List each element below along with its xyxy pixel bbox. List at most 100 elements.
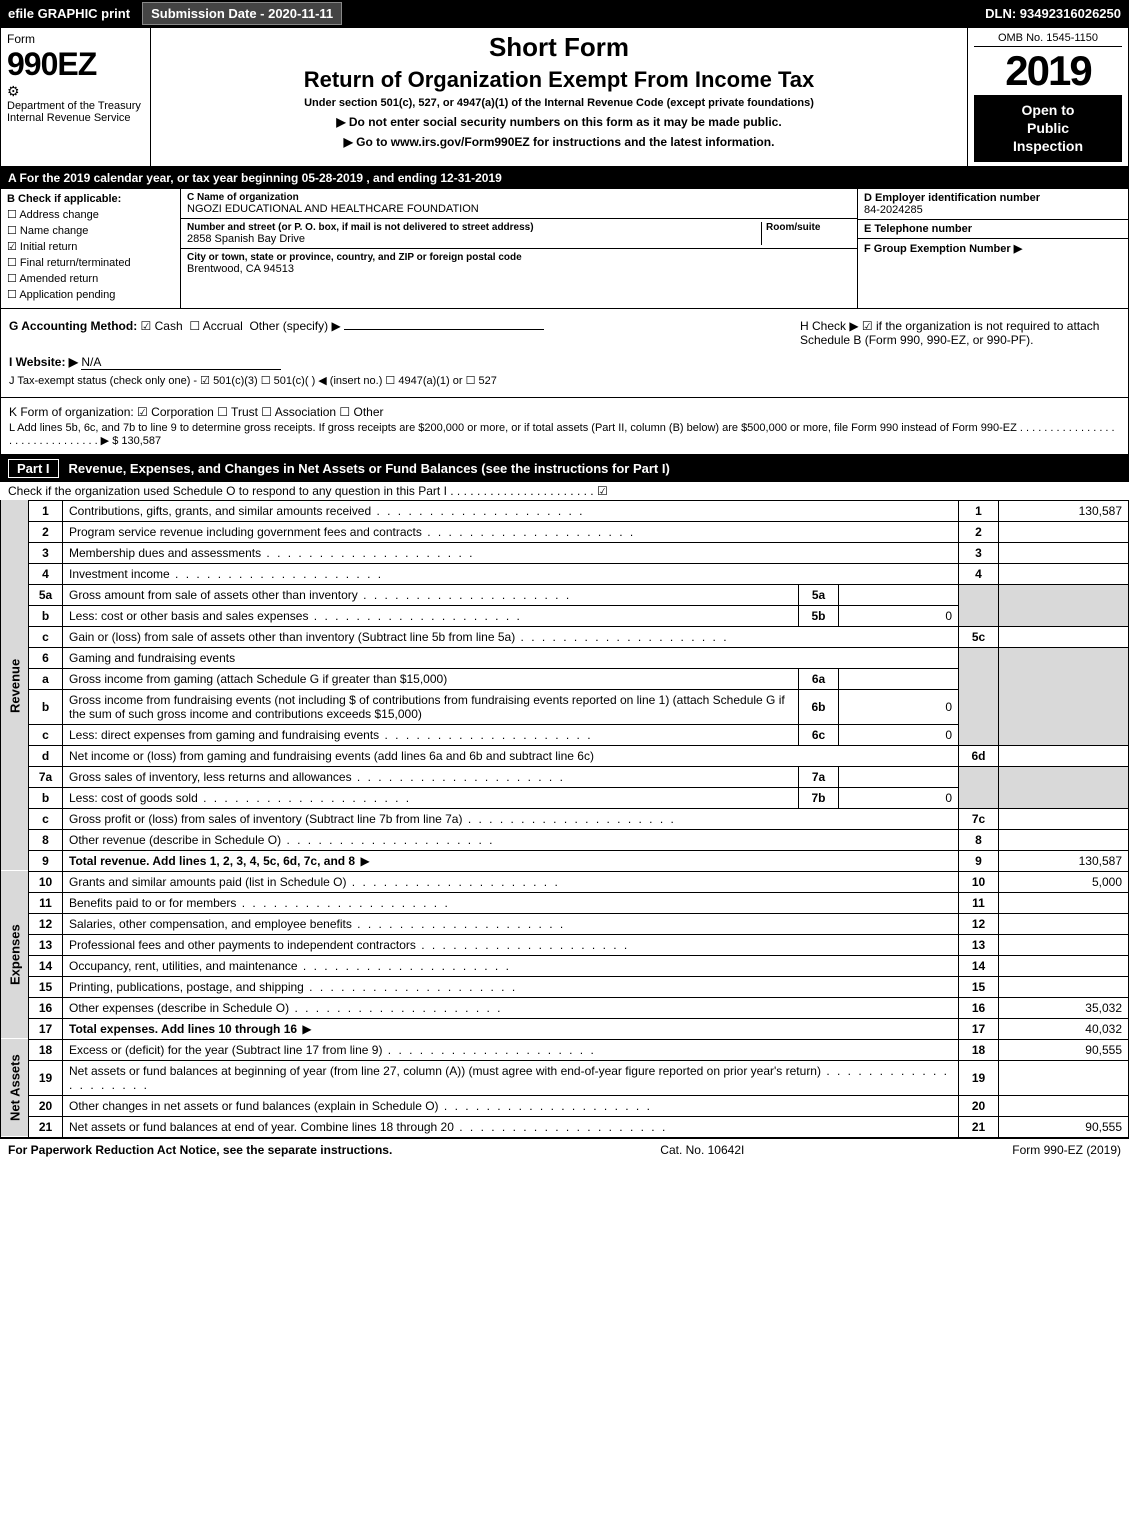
table-row: 2 Program service revenue including gove…: [1, 521, 1129, 542]
line-desc: Other changes in net assets or fund bala…: [69, 1099, 652, 1113]
table-row: Revenue 1 Contributions, gifts, grants, …: [1, 500, 1129, 521]
part1-title: Revenue, Expenses, and Changes in Net As…: [69, 461, 670, 476]
form-word: Form: [7, 32, 144, 46]
table-row: 20 Other changes in net assets or fund b…: [1, 1095, 1129, 1116]
l-gross-receipts: L Add lines 5b, 6c, and 7b to line 9 to …: [9, 422, 1120, 447]
g-cash[interactable]: Cash: [155, 319, 183, 333]
efile-topbar: efile GRAPHIC print Submission Date - 20…: [0, 0, 1129, 27]
line-code: 5c: [959, 626, 999, 647]
department-label: Department of the Treasury: [7, 100, 144, 112]
sub-code: 7a: [799, 766, 839, 787]
org-street: 2858 Spanish Bay Drive: [187, 233, 761, 245]
page-footer: For Paperwork Reduction Act Notice, see …: [0, 1138, 1129, 1161]
table-row: c Gain or (loss) from sale of assets oth…: [1, 626, 1129, 647]
paperwork-notice: For Paperwork Reduction Act Notice, see …: [8, 1143, 392, 1157]
subtitle: Under section 501(c), 527, or 4947(a)(1)…: [157, 97, 961, 109]
form-id-footer: Form 990-EZ (2019): [1012, 1143, 1121, 1157]
shaded-cell: [999, 647, 1129, 745]
line-amount: [999, 542, 1129, 563]
line-num: 7a: [29, 766, 63, 787]
line-num: d: [29, 745, 63, 766]
line-desc: Professional fees and other payments to …: [69, 938, 629, 952]
revenue-sidelabel: Revenue: [1, 500, 29, 871]
c-street-label: Number and street (or P. O. box, if mail…: [187, 222, 761, 233]
line-amount: [999, 1060, 1129, 1095]
check-initial-return[interactable]: Initial return: [7, 240, 174, 253]
table-row: 9 Total revenue. Add lines 1, 2, 3, 4, 5…: [1, 850, 1129, 871]
line-desc: Gross amount from sale of assets other t…: [69, 588, 571, 602]
dln-label: DLN: 93492316026250: [985, 6, 1121, 21]
line-num: a: [29, 668, 63, 689]
line-desc: Other expenses (describe in Schedule O): [69, 1001, 502, 1015]
line-num: 3: [29, 542, 63, 563]
website-value: N/A: [81, 355, 281, 370]
netassets-sidelabel: Net Assets: [1, 1039, 29, 1137]
form-header: Form 990EZ ⚙ Department of the Treasury …: [0, 27, 1129, 167]
d-ein-label: D Employer identification number: [864, 192, 1122, 204]
line-desc: Program service revenue including govern…: [69, 525, 635, 539]
table-row: 19 Net assets or fund balances at beginn…: [1, 1060, 1129, 1095]
entity-block: B Check if applicable: Address change Na…: [0, 189, 1129, 309]
line-desc: Net assets or fund balances at beginning…: [69, 1064, 949, 1092]
irs-label: Internal Revenue Service: [7, 112, 144, 124]
arrow-icon: [297, 1022, 314, 1036]
check-name-change[interactable]: Name change: [7, 224, 174, 237]
shaded-cell: [959, 766, 999, 808]
g-other-input[interactable]: [344, 329, 544, 330]
line-code: 13: [959, 934, 999, 955]
line-num: 2: [29, 521, 63, 542]
e-phone-label: E Telephone number: [864, 223, 1122, 235]
line-code: 12: [959, 913, 999, 934]
line-desc: Total expenses. Add lines 10 through 16: [69, 1022, 297, 1036]
line-num: c: [29, 626, 63, 647]
line-desc: Net assets or fund balances at end of ye…: [69, 1120, 667, 1134]
line-num: 5a: [29, 584, 63, 605]
room-suite-label: Room/suite: [766, 222, 851, 233]
instructions-link[interactable]: ▶ Go to www.irs.gov/Form990EZ for instru…: [157, 135, 961, 149]
line-code: 2: [959, 521, 999, 542]
table-row: Net Assets 18 Excess or (deficit) for th…: [1, 1039, 1129, 1060]
line-desc: Gross profit or (loss) from sales of inv…: [69, 812, 676, 826]
tax-year: 2019: [974, 47, 1122, 95]
form-number: 990EZ: [7, 46, 144, 83]
check-final-return[interactable]: Final return/terminated: [7, 256, 174, 269]
table-row: 3 Membership dues and assessments 3: [1, 542, 1129, 563]
g-accrual[interactable]: Accrual: [203, 319, 243, 333]
k-form-org: K Form of organization: ☑ Corporation ☐ …: [9, 405, 1120, 419]
table-row: 21 Net assets or fund balances at end of…: [1, 1116, 1129, 1137]
arrow-icon: [355, 854, 372, 868]
check-address-change[interactable]: Address change: [7, 208, 174, 221]
check-amended-return[interactable]: Amended return: [7, 272, 174, 285]
g-other[interactable]: Other (specify) ▶: [249, 319, 340, 333]
line-amount: [999, 745, 1129, 766]
line-amount: [999, 563, 1129, 584]
expenses-sidelabel: Expenses: [1, 871, 29, 1039]
table-row: 15 Printing, publications, postage, and …: [1, 976, 1129, 997]
line-desc: Gain or (loss) from sale of assets other…: [69, 630, 729, 644]
h-check-text: H Check ▶ ☑ if the organization is not r…: [800, 319, 1120, 347]
line-amount: 5,000: [999, 871, 1129, 892]
part1-check-text: Check if the organization used Schedule …: [8, 484, 608, 498]
line-amount: [999, 913, 1129, 934]
line-code: 4: [959, 563, 999, 584]
open-line-1: Open to: [1022, 102, 1075, 118]
table-row: d Net income or (loss) from gaming and f…: [1, 745, 1129, 766]
line-amount: 130,587: [999, 850, 1129, 871]
line-code: 20: [959, 1095, 999, 1116]
catalog-number: Cat. No. 10642I: [660, 1143, 744, 1157]
sub-value: [839, 668, 959, 689]
b-label: B Check if applicable:: [7, 193, 174, 205]
line-num: b: [29, 605, 63, 626]
line-code: 9: [959, 850, 999, 871]
line-code: 19: [959, 1060, 999, 1095]
check-application-pending[interactable]: Application pending: [7, 288, 174, 301]
open-line-2: Public: [1027, 120, 1069, 136]
line-desc: Gross income from gaming (attach Schedul…: [63, 668, 799, 689]
line-desc: Less: direct expenses from gaming and fu…: [69, 728, 593, 742]
omb-number: OMB No. 1545-1150: [974, 32, 1122, 47]
kl-block: K Form of organization: ☑ Corporation ☐ …: [0, 398, 1129, 455]
line-amount: [999, 892, 1129, 913]
line-desc: Occupancy, rent, utilities, and maintena…: [69, 959, 511, 973]
submission-date-box: Submission Date - 2020-11-11: [142, 2, 342, 25]
line-amount: [999, 1095, 1129, 1116]
